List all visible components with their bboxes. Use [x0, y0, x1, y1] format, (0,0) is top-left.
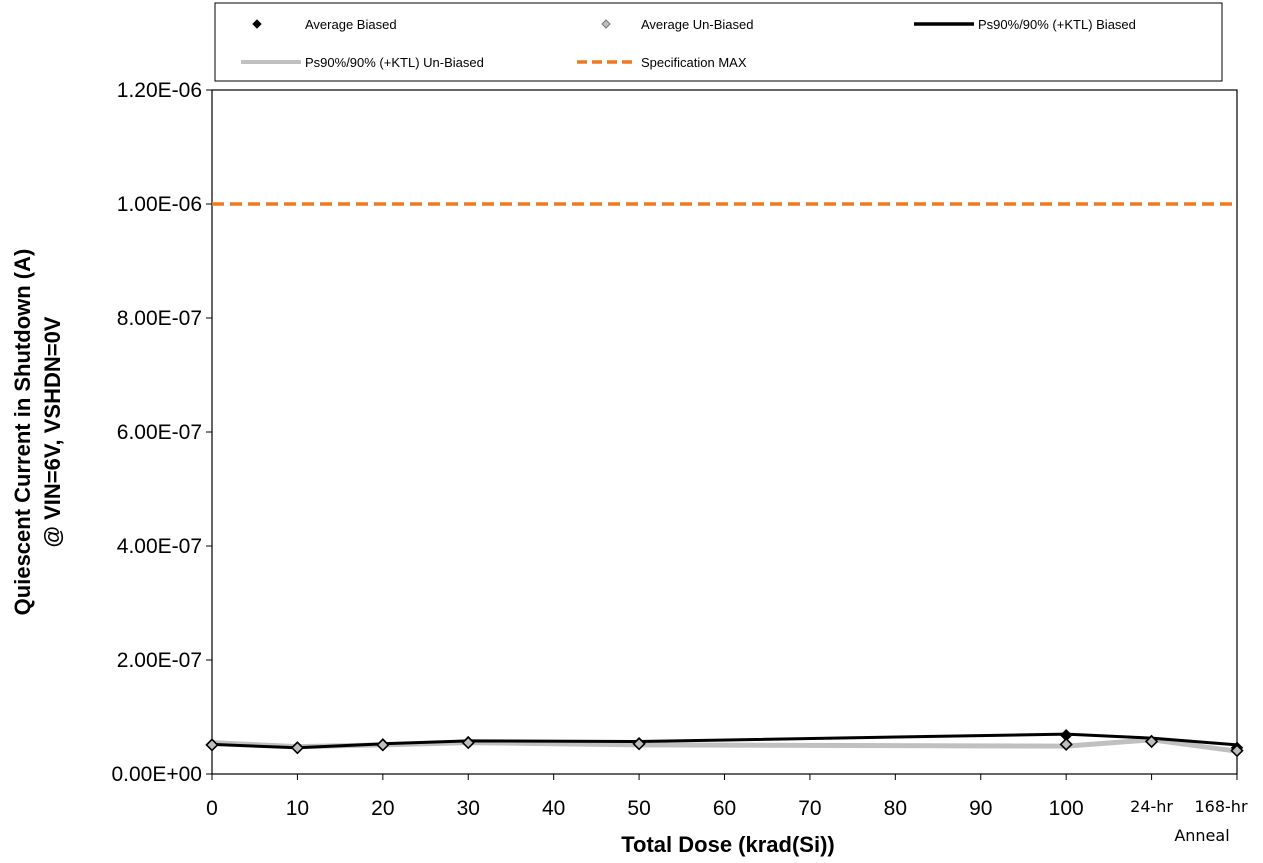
y-axis-title-line-1: Quiescent Current in Shutdown (A)	[10, 249, 35, 616]
legend: Average Biased Average Un-Biased Ps90%/90%…	[214, 2, 1223, 82]
legend-marker	[601, 19, 611, 29]
y-tick-label: 4.00E-07	[117, 535, 202, 558]
x-tick-label: 168-hr	[1194, 797, 1247, 816]
x-tick-label: 70	[798, 797, 821, 820]
x-tick-label: 20	[371, 797, 394, 820]
y-tick-label: 1.20E-06	[117, 79, 202, 102]
legend-box	[214, 2, 1223, 82]
series-lines-layer	[211, 732, 1238, 754]
x-tick-label: 60	[713, 797, 736, 820]
series-markers-layer	[205, 729, 1244, 758]
data-point-average-unbiased	[1059, 737, 1073, 751]
legend-label: Ps90%/90% (+KTL) Biased	[978, 17, 1136, 32]
series-line-ps90-90-ktl-biased	[211, 732, 1238, 750]
x-tick-label: 90	[969, 797, 992, 820]
y-tick-label: 1.00E-06	[117, 193, 202, 216]
x-annotation: Anneal	[1174, 826, 1229, 845]
x-tick-label: 30	[457, 797, 480, 820]
data-point-average-unbiased	[1144, 734, 1159, 749]
x-axis-title: Total Dose (krad(Si))	[621, 832, 835, 857]
x-tick-label: 0	[206, 797, 218, 820]
y-axis-title-line-2: @ VIN=6V, VSHDN=0V	[40, 316, 65, 547]
legend-label: Average Biased	[305, 17, 397, 32]
legend-label: Specification MAX	[641, 55, 747, 70]
legend-label: Ps90%/90% (+KTL) Un-Biased	[305, 55, 484, 70]
x-tick-label: 10	[286, 797, 309, 820]
data-point-average-unbiased	[376, 738, 390, 752]
x-tick-label: 24-hr	[1130, 797, 1173, 816]
y-tick-label: 8.00E-07	[117, 307, 202, 330]
x-axis: 0 10 20 30 40 50 60 70 80 90 100 24-hr 168-hr	[206, 774, 1248, 820]
y-tick-label: 2.00E-07	[117, 649, 202, 672]
x-tick-label: 100	[1049, 797, 1084, 820]
x-tick-label: 80	[884, 797, 907, 820]
x-tick-label: 50	[627, 797, 650, 820]
data-point-average-unbiased	[1230, 743, 1244, 758]
data-point-average-unbiased	[205, 738, 219, 752]
legend-label: Average Un-Biased	[641, 17, 754, 32]
plot-frame	[211, 89, 1238, 775]
data-point-average-unbiased	[632, 737, 646, 751]
y-axis: 0.00E+00 2.00E-07 4.00E-07 6.00E-07 8.00E-07…	[111, 79, 212, 786]
legend-marker	[252, 19, 262, 29]
y-tick-label: 0.00E+00	[111, 763, 202, 786]
data-point-average-unbiased	[461, 736, 475, 750]
y-tick-label: 6.00E-07	[117, 421, 202, 444]
x-tick-label: 40	[542, 797, 565, 820]
data-point-average-unbiased	[290, 741, 305, 755]
